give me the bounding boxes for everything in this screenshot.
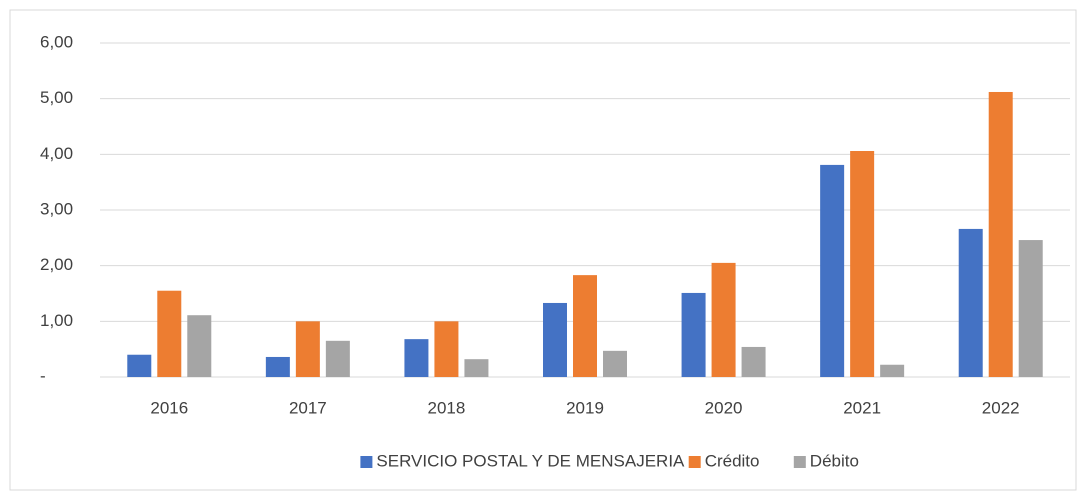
legend-label: SERVICIO POSTAL Y DE MENSAJERIA bbox=[376, 451, 685, 470]
x-tick-label: 2020 bbox=[705, 398, 743, 417]
bar bbox=[741, 346, 766, 377]
bar bbox=[1018, 240, 1043, 377]
x-tick-label: 2021 bbox=[843, 398, 881, 417]
legend-label: Crédito bbox=[705, 451, 760, 470]
bar bbox=[543, 302, 567, 377]
bar bbox=[958, 228, 983, 377]
legend-swatch bbox=[688, 456, 701, 468]
legend-label: Débito bbox=[810, 451, 859, 470]
bar bbox=[988, 91, 1013, 377]
bar bbox=[187, 315, 212, 377]
y-tick-label: 1,00 bbox=[40, 311, 73, 330]
bar bbox=[681, 292, 706, 377]
legend-swatch bbox=[793, 456, 806, 468]
bar bbox=[404, 339, 429, 377]
y-tick-label: 6,00 bbox=[40, 32, 73, 51]
x-tick-label: 2016 bbox=[150, 398, 188, 417]
y-tick-label: 4,00 bbox=[40, 144, 73, 163]
bar bbox=[603, 350, 627, 377]
bar bbox=[880, 364, 905, 377]
y-tick-label: 3,00 bbox=[40, 199, 73, 218]
chart-border bbox=[9, 9, 1077, 491]
x-tick-label: 2017 bbox=[289, 398, 327, 417]
x-tick-label: 2019 bbox=[566, 398, 604, 417]
legend-swatch bbox=[360, 456, 373, 468]
bar bbox=[127, 354, 152, 377]
bar bbox=[434, 321, 459, 377]
bar bbox=[464, 359, 489, 377]
y-tick-label: - bbox=[40, 366, 46, 385]
x-tick-label: 2022 bbox=[982, 398, 1020, 417]
bar bbox=[265, 356, 290, 377]
bar bbox=[573, 275, 597, 377]
x-tick-label: 2018 bbox=[428, 398, 466, 417]
bar bbox=[295, 321, 320, 377]
bar bbox=[157, 290, 182, 377]
bar bbox=[850, 150, 875, 377]
bar bbox=[711, 262, 736, 377]
y-tick-label: 2,00 bbox=[40, 255, 73, 274]
y-tick-label: 5,00 bbox=[40, 88, 73, 107]
bar bbox=[325, 340, 350, 377]
bar bbox=[820, 164, 845, 377]
